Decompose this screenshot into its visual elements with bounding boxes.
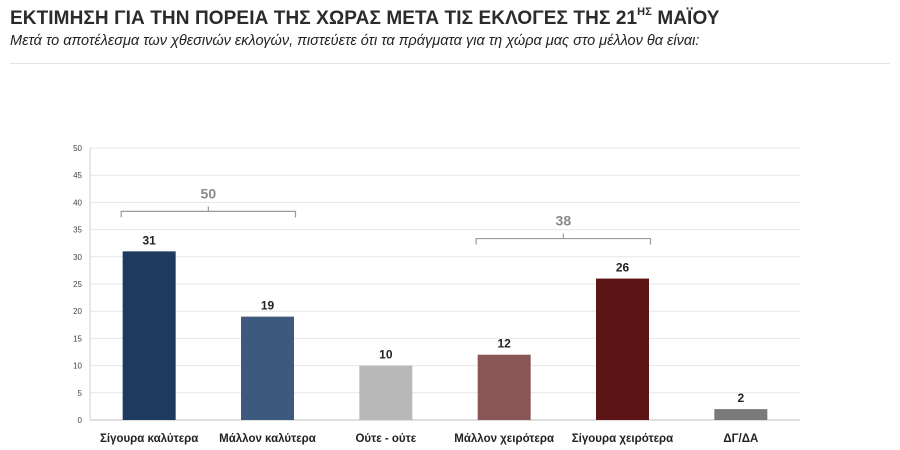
x-tick-label: Μάλλον χειρότερα [454,433,554,445]
y-tick-label: 0 [78,416,83,425]
data-label: 26 [616,261,630,275]
header-divider [10,63,890,64]
bracket [475,233,652,245]
y-tick-label: 25 [73,280,82,289]
x-tick-label: Σίγουρα χειρότερα [572,433,673,445]
y-tick-label: 45 [73,171,82,180]
x-tick-label: Μάλλον καλύτερα [219,433,316,445]
chart-header: ΕΚΤΙΜΗΣΗ ΓΙΑ ΤΗΝ ΠΟΡΕΙΑ ΤΗΣ ΧΩΡΑΣ ΜΕΤΑ Τ… [10,5,890,49]
y-tick-label: 10 [73,362,82,371]
data-label: 19 [261,299,275,313]
x-tick-label: Ούτε - ούτε [355,433,416,445]
data-label: 10 [379,348,393,362]
data-label: 12 [497,337,511,351]
bracket-label: 38 [556,213,572,229]
chart-title: ΕΚΤΙΜΗΣΗ ΓΙΑ ΤΗΝ ΠΟΡΕΙΑ ΤΗΣ ΧΩΡΑΣ ΜΕΤΑ Τ… [10,5,720,29]
data-label: 2 [737,391,744,405]
y-tick-label: 30 [73,253,82,262]
y-tick-label: 50 [73,144,82,153]
bracket [120,206,297,218]
x-tick-label: ΔΓ/ΔΑ [723,433,758,445]
x-tick-label: Σίγουρα καλύτερα [100,433,198,445]
y-tick-label: 20 [73,307,82,316]
bar [477,354,531,420]
title-superscript: ΗΣ [637,5,652,18]
y-tick-label: 15 [73,334,82,343]
y-tick-label: 5 [78,389,83,398]
bar [241,316,294,420]
chart-subtitle: Μετά το αποτέλεσμα των χθεσινών εκλογών,… [10,33,700,49]
bar [122,251,176,420]
bar [596,278,649,420]
data-label: 31 [142,233,156,247]
bar [714,409,768,420]
bracket-label: 50 [201,185,217,201]
bar [359,365,413,420]
y-tick-label: 35 [73,226,82,235]
y-tick-label: 40 [73,198,82,207]
